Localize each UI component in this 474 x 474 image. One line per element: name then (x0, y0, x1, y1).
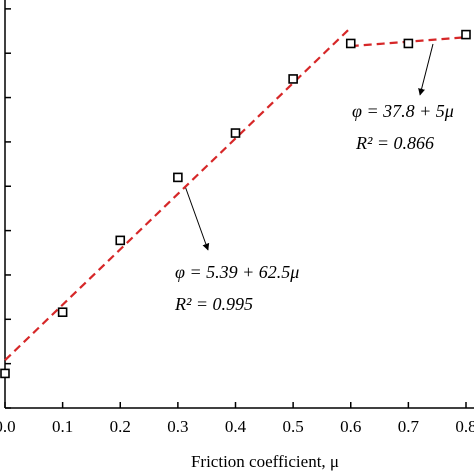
fit-line (4, 26, 352, 361)
annotation: φ = 5.39 + 62.5μ (175, 262, 299, 282)
data-point (57, 307, 68, 318)
data-point (173, 172, 183, 183)
x-tick-label: 0.2 (110, 417, 131, 436)
data-point (0, 368, 10, 379)
annotation: R² = 0.995 (174, 294, 253, 314)
data-point (288, 74, 298, 84)
arrow (418, 43, 434, 96)
x-tick-label: 0.7 (398, 417, 420, 436)
annotation: φ = 37.8 + 5μ (352, 101, 454, 121)
data-point (461, 29, 471, 40)
x-tick-label: 0.3 (167, 417, 188, 436)
annotation: R² = 0.866 (355, 133, 434, 153)
x-tick-label: 0.1 (52, 417, 73, 436)
x-tick-label: 0.4 (225, 417, 247, 436)
arrow (184, 185, 210, 251)
x-tick-label: 0.5 (283, 417, 304, 436)
data-point (230, 128, 241, 138)
x-tick-label: 0.0 (0, 417, 16, 436)
x-axis-label: Friction coefficient, μ (191, 452, 339, 471)
data-point (403, 38, 414, 49)
x-tick-label: 0.6 (340, 417, 361, 436)
x-tick-label: 0.8 (455, 417, 474, 436)
data-point (345, 38, 356, 49)
data-point (115, 235, 126, 246)
